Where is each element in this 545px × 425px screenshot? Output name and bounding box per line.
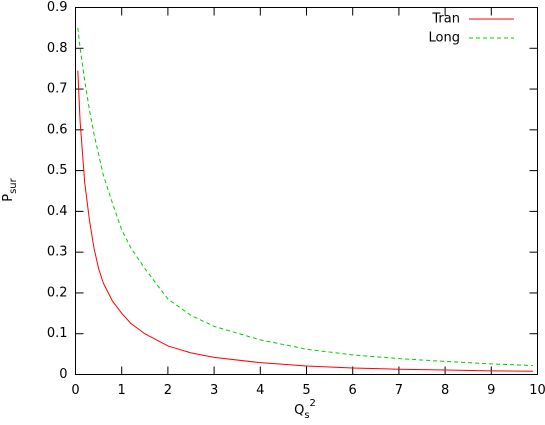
y-tick-label: 0.6 <box>47 122 68 137</box>
x-tick-label: 7 <box>395 383 403 398</box>
x-tick-label: 10 <box>529 383 545 398</box>
y-tick-label: 0 <box>59 367 67 382</box>
x-tick-label: 8 <box>441 383 449 398</box>
plot-frame <box>75 7 538 375</box>
legend-label: Long <box>429 31 460 46</box>
series-line <box>77 70 533 372</box>
legend-label: Tran <box>431 12 460 27</box>
y-tick-label: 0.8 <box>47 41 68 56</box>
x-label-sub: s <box>304 410 309 421</box>
x-tick-label: 0 <box>71 383 79 398</box>
x-tick-label: 2 <box>164 383 172 398</box>
x-tick-label: 4 <box>256 383 264 398</box>
y-label-sub: sur <box>8 177 19 194</box>
series-line <box>77 27 533 367</box>
y-tick-label: 0.3 <box>47 245 68 260</box>
x-tick-label: 9 <box>487 383 495 398</box>
y-tick-label: 0.9 <box>47 0 68 15</box>
y-label-main: P <box>1 194 16 202</box>
x-tick-label: 6 <box>349 383 357 398</box>
y-tick-label: 0.2 <box>47 285 68 300</box>
y-tick-label: 0.4 <box>47 204 68 219</box>
x-tick-label: 1 <box>118 383 126 398</box>
y-tick-label: 0.7 <box>47 82 68 97</box>
y-tick-label: 0.1 <box>47 326 68 341</box>
x-tick-label: 3 <box>210 383 218 398</box>
y-axis-label: Psur <box>1 177 20 201</box>
x-axis-label: Qs2 <box>294 398 316 421</box>
x-label-sup: 2 <box>310 398 316 409</box>
x-label-main: Q <box>294 403 304 418</box>
y-tick-label: 0.5 <box>47 163 68 178</box>
x-tick-label: 5 <box>302 383 310 398</box>
